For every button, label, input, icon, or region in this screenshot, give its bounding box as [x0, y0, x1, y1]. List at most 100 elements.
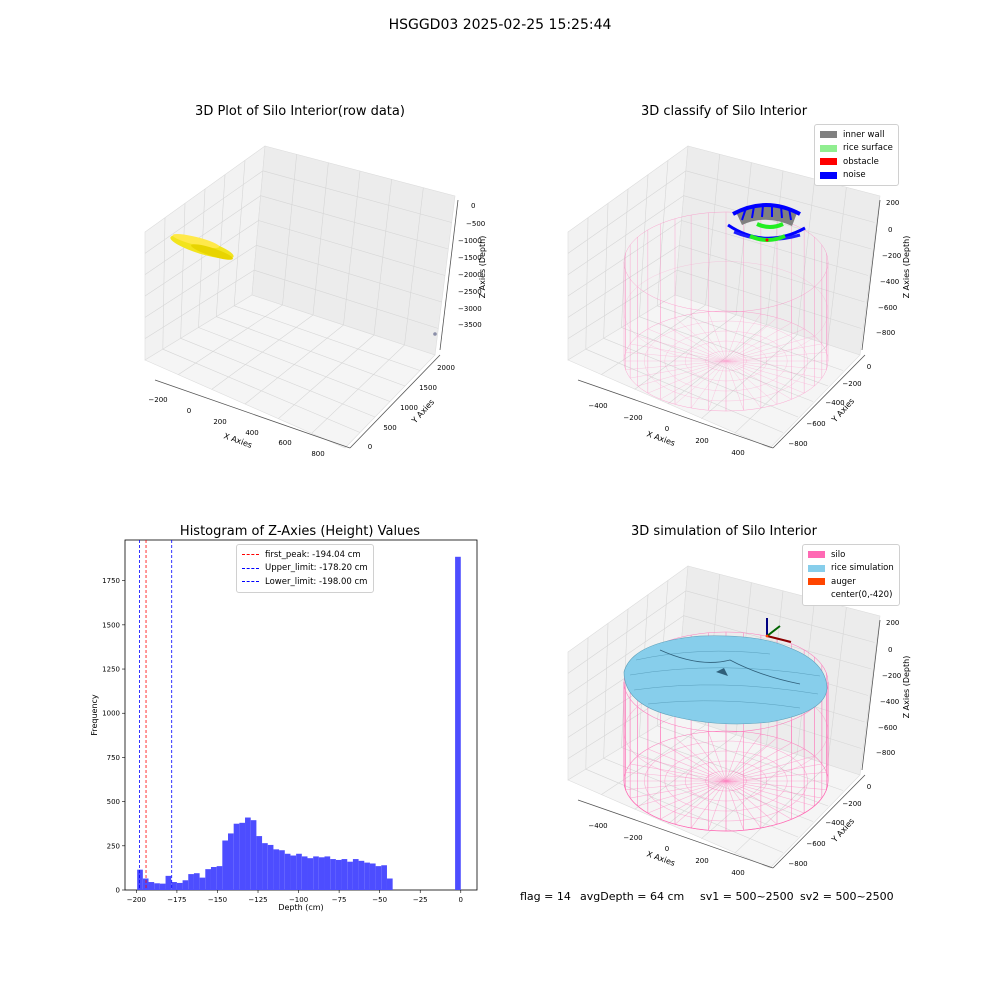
svg-text:200: 200	[886, 619, 899, 627]
svg-text:−400: −400	[825, 399, 844, 407]
svg-text:−400: −400	[880, 278, 899, 286]
raw-outlier-point	[433, 332, 437, 336]
histogram-bar	[358, 860, 365, 890]
panel1-zlabel: Z Axies (Depth)	[478, 236, 487, 299]
svg-text:−800: −800	[876, 749, 895, 757]
svg-text:−1000: −1000	[458, 237, 482, 245]
histogram-bar	[165, 875, 172, 890]
svg-text:400: 400	[245, 429, 258, 437]
histogram-bar	[176, 882, 183, 890]
legend-item-rice-surface: rice surface	[820, 142, 893, 156]
legend-item-inner-wall: inner wall	[820, 128, 893, 142]
histogram-bar	[296, 853, 302, 890]
x-tick-label: −25	[413, 896, 428, 904]
y-tick-label: 1750	[102, 577, 120, 585]
svg-text:−1500: −1500	[458, 254, 482, 262]
histogram-bar	[381, 865, 387, 890]
x-tick-label: −50	[372, 896, 387, 904]
svg-text:200: 200	[213, 418, 226, 426]
panel3-ylabel: Frequency	[90, 694, 99, 736]
x-tick-label: −175	[167, 896, 186, 904]
svg-text:−800: −800	[876, 329, 895, 337]
classified-point-cloud	[727, 203, 806, 242]
panel4-3d-plot: −400 −200 0 200 400 −800 −600 −400 −200 …	[567, 565, 911, 877]
svg-text:0: 0	[187, 407, 191, 415]
svg-text:−800: −800	[788, 860, 807, 868]
panel3-title: Histogram of Z-Axies (Height) Values	[179, 524, 421, 539]
legend-item-rice-simulation: rice simulation	[808, 562, 894, 576]
svg-text:−200: −200	[882, 672, 901, 680]
panel1-title: 3D Plot of Silo Interior(row data)	[195, 104, 405, 119]
silo-wireframe	[623, 211, 829, 412]
raw-point-cloud	[170, 234, 234, 260]
panel3-xlabel: Depth (cm)	[278, 903, 323, 912]
histogram-bar	[369, 863, 376, 890]
panel4-title: 3D simulation of Silo Interior	[631, 524, 817, 539]
svg-text:−600: −600	[806, 840, 825, 848]
svg-text:−400: −400	[588, 822, 607, 830]
x-tick-label: −150	[208, 896, 227, 904]
panel2-title: 3D classify of Silo Interior	[640, 104, 808, 119]
svg-text:0: 0	[665, 425, 669, 433]
legend-item-auger: auger	[808, 575, 894, 589]
panel3-legend: first_peak: -194.04 cm Upper_limit: -178…	[236, 544, 374, 593]
histogram-bar	[267, 844, 274, 890]
legend-item-lower-limit: Lower_limit: -198.00 cm	[242, 575, 368, 589]
svg-text:−200: −200	[623, 414, 642, 422]
svg-text:1000: 1000	[400, 404, 418, 412]
status-sv2: sv2 = 500~2500	[800, 890, 894, 903]
y-tick-label: 1000	[102, 710, 120, 718]
svg-text:−600: −600	[878, 304, 897, 312]
svg-text:200: 200	[695, 857, 708, 865]
svg-text:0: 0	[368, 443, 372, 451]
histogram-bar	[154, 883, 160, 890]
histogram-bar	[199, 877, 206, 890]
histogram-bar	[313, 856, 319, 890]
figure-title: HSGGD03 2025-02-25 15:25:44	[388, 17, 612, 33]
svg-text:1500: 1500	[419, 384, 437, 392]
histogram-bar	[245, 817, 251, 890]
histogram-bar	[364, 862, 370, 890]
histogram-bar	[228, 833, 234, 890]
legend-item-silo: silo	[808, 548, 894, 562]
histogram-bar	[301, 856, 308, 890]
x-tick-label: −200	[127, 896, 146, 904]
legend-item-obstacle: obstacle	[820, 155, 893, 169]
panel2-3d-plot: −400 −200 0 200 400 −800 −600 −400 −200 …	[567, 145, 911, 457]
histogram-bar	[142, 878, 149, 890]
svg-text:−600: −600	[806, 420, 825, 428]
histogram-bar	[188, 874, 194, 890]
svg-text:200: 200	[886, 199, 899, 207]
panel1-x-ticks: −200 0 200 400 600 800	[148, 396, 324, 458]
panel4-legend: silo rice simulation auger center(0,-420…	[802, 544, 900, 606]
svg-text:400: 400	[731, 869, 744, 877]
status-flag: flag = 14	[520, 890, 571, 903]
svg-text:−200: −200	[623, 834, 642, 842]
histogram-bar	[455, 556, 461, 890]
histogram-bar	[386, 878, 393, 890]
svg-text:0: 0	[471, 202, 475, 210]
panel2-x-ticks: −400 −200 0 200 400	[588, 402, 744, 457]
svg-text:−200: −200	[842, 800, 861, 808]
rice-simulation-surface	[623, 635, 828, 725]
legend-item-noise: noise	[820, 169, 893, 183]
histogram-bar	[216, 866, 223, 890]
y-tick-label: 750	[107, 754, 120, 762]
histogram-bar	[239, 822, 246, 890]
y-tick-label: 500	[107, 798, 120, 806]
histogram-bar	[324, 856, 331, 890]
histogram-bar	[341, 859, 348, 890]
svg-text:−200: −200	[148, 396, 167, 404]
legend-item-center: center(0,-420)	[831, 590, 893, 601]
histogram-bar	[284, 853, 291, 890]
legend-item-upper-limit: Upper_limit: -178.20 cm	[242, 562, 368, 576]
svg-text:−400: −400	[588, 402, 607, 410]
histogram-bar	[159, 883, 166, 890]
auger-axes-icon	[765, 618, 792, 643]
histogram-bar	[222, 840, 229, 890]
svg-text:0: 0	[888, 646, 892, 654]
svg-text:−600: −600	[878, 724, 897, 732]
svg-text:0: 0	[665, 845, 669, 853]
y-tick-label: 0	[116, 887, 120, 895]
histogram-bar	[307, 858, 314, 890]
